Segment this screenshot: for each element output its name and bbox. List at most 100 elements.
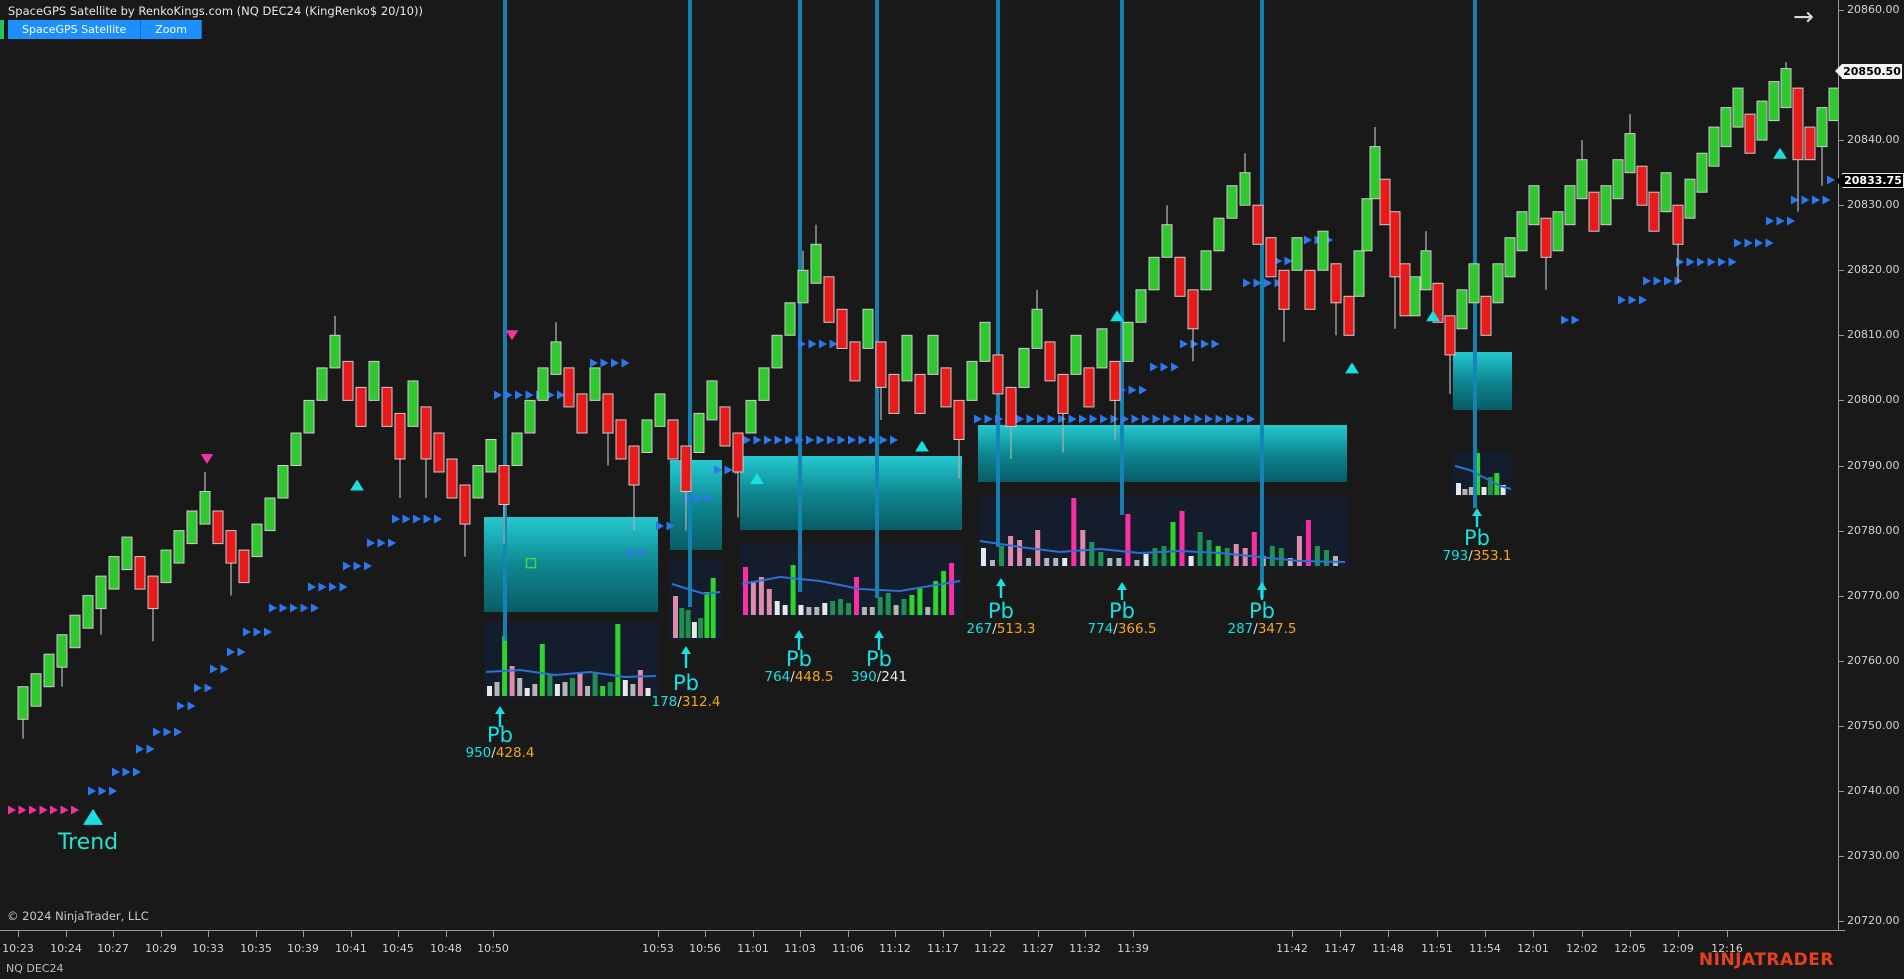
svg-text:774/366.5: 774/366.5: [1088, 621, 1157, 637]
up-triangle-marker: [915, 440, 929, 452]
up-triangle-marker: [83, 808, 103, 825]
price-tick: [1839, 856, 1844, 857]
time-tick-label: 10:27: [97, 942, 129, 955]
price-tick: [1839, 661, 1844, 662]
time-tick: [351, 931, 352, 937]
price-tick: [1839, 205, 1844, 206]
ninjatrader-logo: NINJATRADER: [1698, 950, 1834, 970]
price-tick: [1839, 596, 1844, 597]
svg-text:390/241: 390/241: [851, 669, 907, 685]
time-tick-label: 11:06: [832, 942, 864, 955]
time-tick: [1630, 931, 1631, 937]
time-tick-label: 11:54: [1469, 942, 1501, 955]
time-tick-label: 10:24: [50, 942, 82, 955]
price-tick-label: 20840.00: [1847, 133, 1900, 146]
time-tick: [658, 931, 659, 937]
trend-label: Trend: [57, 830, 118, 855]
time-tick: [1038, 931, 1039, 937]
svg-text:764/448.5: 764/448.5: [765, 669, 834, 685]
svg-text:Pb: Pb: [866, 647, 892, 671]
up-triangle-marker: [350, 479, 364, 491]
time-tick-label: 10:39: [287, 942, 319, 955]
signal-markers: [83, 147, 1787, 825]
time-tick: [1533, 931, 1534, 937]
time-tick: [800, 931, 801, 937]
time-tick: [705, 931, 706, 937]
time-tick: [446, 931, 447, 937]
price-axis[interactable]: 20860.00 20840.00 20830.00 20820.00 20810.00…: [1835, 0, 1904, 930]
time-tick-label: 10:56: [689, 942, 721, 955]
time-tick: [208, 931, 209, 937]
svg-text:Pb: Pb: [1109, 599, 1135, 623]
time-tick-label: 11:32: [1069, 942, 1101, 955]
up-triangle-marker: [1426, 310, 1440, 322]
price-tick-label: 20830.00: [1847, 198, 1900, 211]
price-tick-label: 20720.00: [1847, 914, 1900, 927]
time-tick: [848, 931, 849, 937]
time-tick: [1437, 931, 1438, 937]
time-axis[interactable]: 10:23 10:24 10:27 10:29 10:33 10:35 10:39 10:41…: [0, 931, 1838, 979]
indicator-title: SpaceGPS Satellite by RenkoKings.com (NQ…: [8, 4, 423, 18]
toolbar: SpaceGPS Satellite Zoom: [0, 20, 202, 39]
time-tick-label: 12:05: [1614, 942, 1646, 955]
price-tick: [1839, 726, 1844, 727]
time-tick: [66, 931, 67, 937]
time-tick: [895, 931, 896, 937]
price-tick-label: 20860.00: [1847, 3, 1900, 16]
price-tick-label: 20790.00: [1847, 459, 1900, 472]
zoom-button[interactable]: Zoom: [141, 20, 202, 39]
time-tick-label: 12:16: [1711, 942, 1743, 955]
svg-text:Pb: Pb: [1464, 526, 1490, 550]
svg-text:267/513.3: 267/513.3: [967, 621, 1036, 637]
spacegps-satellite-button[interactable]: SpaceGPS Satellite: [8, 20, 142, 39]
time-tick: [990, 931, 991, 937]
time-tick: [398, 931, 399, 937]
price-tick: [1839, 335, 1844, 336]
svg-text:178/312.4: 178/312.4: [652, 694, 721, 710]
time-tick-label: 11:12: [879, 942, 911, 955]
last-price-tag: 20850.50: [1835, 64, 1902, 79]
price-tick-label: 20750.00: [1847, 719, 1900, 732]
time-tick: [256, 931, 257, 937]
instrument-label: NQ DEC24: [6, 962, 64, 975]
time-tick: [113, 931, 114, 937]
time-tick-label: 10:29: [145, 942, 177, 955]
time-tick-label: 11:17: [927, 942, 959, 955]
time-tick-label: 10:50: [477, 942, 509, 955]
time-tick-label: 11:39: [1117, 942, 1149, 955]
scroll-right-arrow-icon[interactable]: →: [1793, 2, 1814, 31]
time-tick: [1678, 931, 1679, 937]
time-tick: [1340, 931, 1341, 937]
time-tick-label: 12:02: [1566, 942, 1598, 955]
time-tick: [1582, 931, 1583, 937]
chart-canvas[interactable]: Pb 950/428.4 Pb 178/312.4 Pb 764/448.5 Pb 390/2…: [0, 0, 1838, 930]
price-tick: [1839, 466, 1844, 467]
time-tick: [18, 931, 19, 937]
copyright-text: © 2024 NinjaTrader, LLC: [7, 909, 149, 923]
time-tick-label: 11:27: [1022, 942, 1054, 955]
entry-square-marker: [525, 557, 537, 569]
price-tick-label: 20780.00: [1847, 524, 1900, 537]
time-tick: [161, 931, 162, 937]
status-indicator: [0, 20, 4, 39]
supply-demand-zones: [484, 352, 1512, 612]
price-tick-label: 20730.00: [1847, 849, 1900, 862]
time-tick-label: 12:09: [1662, 942, 1694, 955]
price-tick-label: 20740.00: [1847, 784, 1900, 797]
price-tick: [1839, 531, 1844, 532]
svg-text:950/428.4: 950/428.4: [466, 745, 535, 761]
price-tick-label: 20820.00: [1847, 263, 1900, 276]
alert-price-tag: 20833.75: [1836, 173, 1904, 188]
time-tick-label: 11:47: [1324, 942, 1356, 955]
time-tick: [1292, 931, 1293, 937]
time-tick-label: 10:35: [240, 942, 272, 955]
time-axis-separator: [0, 930, 1845, 931]
price-tick-label: 20760.00: [1847, 654, 1900, 667]
